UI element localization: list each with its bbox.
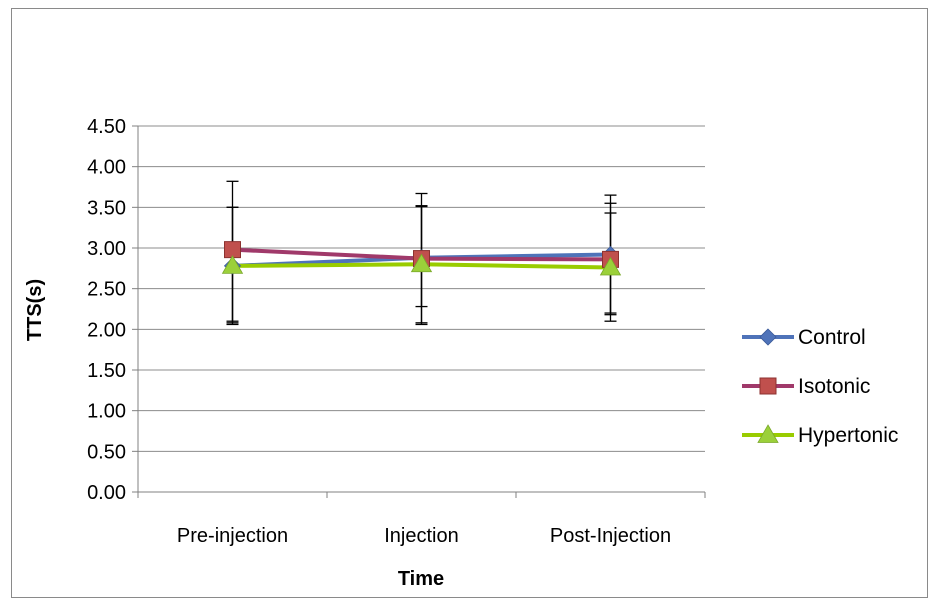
legend: Control Isotonic Hypertonic xyxy=(742,326,898,447)
series-markers xyxy=(221,241,622,276)
y-tick-label: 1.50 xyxy=(87,360,126,382)
y-tick-label: 1.00 xyxy=(87,401,126,423)
chart-frame xyxy=(11,8,928,598)
y-tick-label: 3.00 xyxy=(87,238,126,260)
legend-label-hypertonic: Hypertonic xyxy=(798,424,898,447)
y-tick-label: 3.50 xyxy=(87,197,126,219)
y-tick-label: 2.50 xyxy=(87,279,126,301)
legend-marker-control xyxy=(759,328,777,346)
data-point-hypertonic xyxy=(599,256,622,276)
x-tick-label: Pre-injection xyxy=(177,525,288,547)
data-point-hypertonic xyxy=(410,253,433,273)
x-tick-label: Post-Injection xyxy=(550,525,671,547)
legend-label-control: Control xyxy=(798,326,866,349)
legend-marker-hypertonic xyxy=(757,424,779,443)
y-tick-label: 0.50 xyxy=(87,441,126,463)
tick-labels: 0.00 0.50 1.00 1.50 2.00 2.50 3.00 3.50 4.00 4.50… xyxy=(87,116,671,547)
y-tick-label: 0.00 xyxy=(87,482,126,504)
axes xyxy=(132,125,706,498)
x-tick-label: Injection xyxy=(384,525,459,547)
data-point-hypertonic xyxy=(221,255,244,274)
y-axis-title: TTS(s) xyxy=(24,279,46,341)
legend-marker-isotonic xyxy=(759,377,777,395)
y-tick-label: 4.00 xyxy=(87,157,126,179)
x-axis-title: Time xyxy=(398,568,444,590)
y-tick-label: 4.50 xyxy=(87,116,126,138)
y-tick-label: 2.00 xyxy=(87,319,126,341)
legend-label-isotonic: Isotonic xyxy=(798,375,870,398)
